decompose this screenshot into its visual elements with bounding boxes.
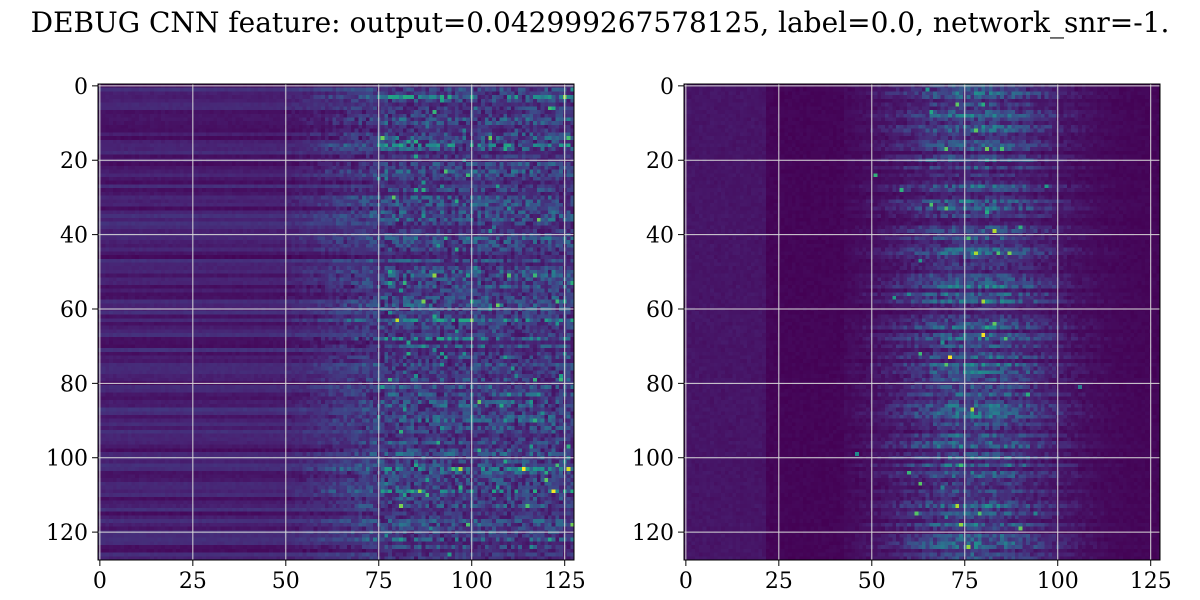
heatmap-panel-left: 0 25 50 75 100 125 0 20 40 60 80 100 120 (46, 75, 586, 594)
left-x-tick-label: 25 (179, 569, 207, 594)
left-y-tick-label: 40 (60, 224, 88, 249)
left-y-tick-label: 60 (60, 298, 88, 323)
left-x-tick-label: 0 (93, 569, 107, 594)
right-y-tick-label: 80 (646, 372, 674, 397)
left-heatmap-image (98, 84, 574, 560)
right-x-tick-label: 75 (951, 569, 979, 594)
left-y-tick-label: 80 (60, 372, 88, 397)
right-x-tick-label: 50 (858, 569, 886, 594)
left-axes-frame (97, 83, 575, 561)
right-x-tick-label: 100 (1037, 569, 1079, 594)
right-x-tick-label: 25 (765, 569, 793, 594)
figure-title: DEBUG CNN feature: output=0.042999267578… (30, 6, 1170, 39)
right-x-tick-label: 0 (679, 569, 693, 594)
heatmap-panel-right: 0 25 50 75 100 125 0 20 40 60 80 100 120 (632, 75, 1172, 594)
right-axes-frame (683, 83, 1161, 561)
right-y-tick-label: 100 (632, 447, 674, 472)
left-x-tick-label: 100 (451, 569, 493, 594)
left-x-tick-label: 75 (365, 569, 393, 594)
left-y-tick-label: 100 (46, 447, 88, 472)
left-x-tick-label: 50 (272, 569, 300, 594)
right-y-tick-label: 40 (646, 224, 674, 249)
right-heatmap-image (684, 84, 1160, 560)
left-x-tick-label: 125 (544, 569, 586, 594)
left-y-tick-label: 0 (74, 75, 88, 100)
left-y-tick-label: 120 (46, 521, 88, 546)
right-y-tick-label: 60 (646, 298, 674, 323)
right-y-tick-label: 120 (632, 521, 674, 546)
left-y-tick-label: 20 (60, 149, 88, 174)
right-y-tick-label: 0 (660, 75, 674, 100)
right-x-tick-label: 125 (1130, 569, 1172, 594)
right-y-tick-label: 20 (646, 149, 674, 174)
